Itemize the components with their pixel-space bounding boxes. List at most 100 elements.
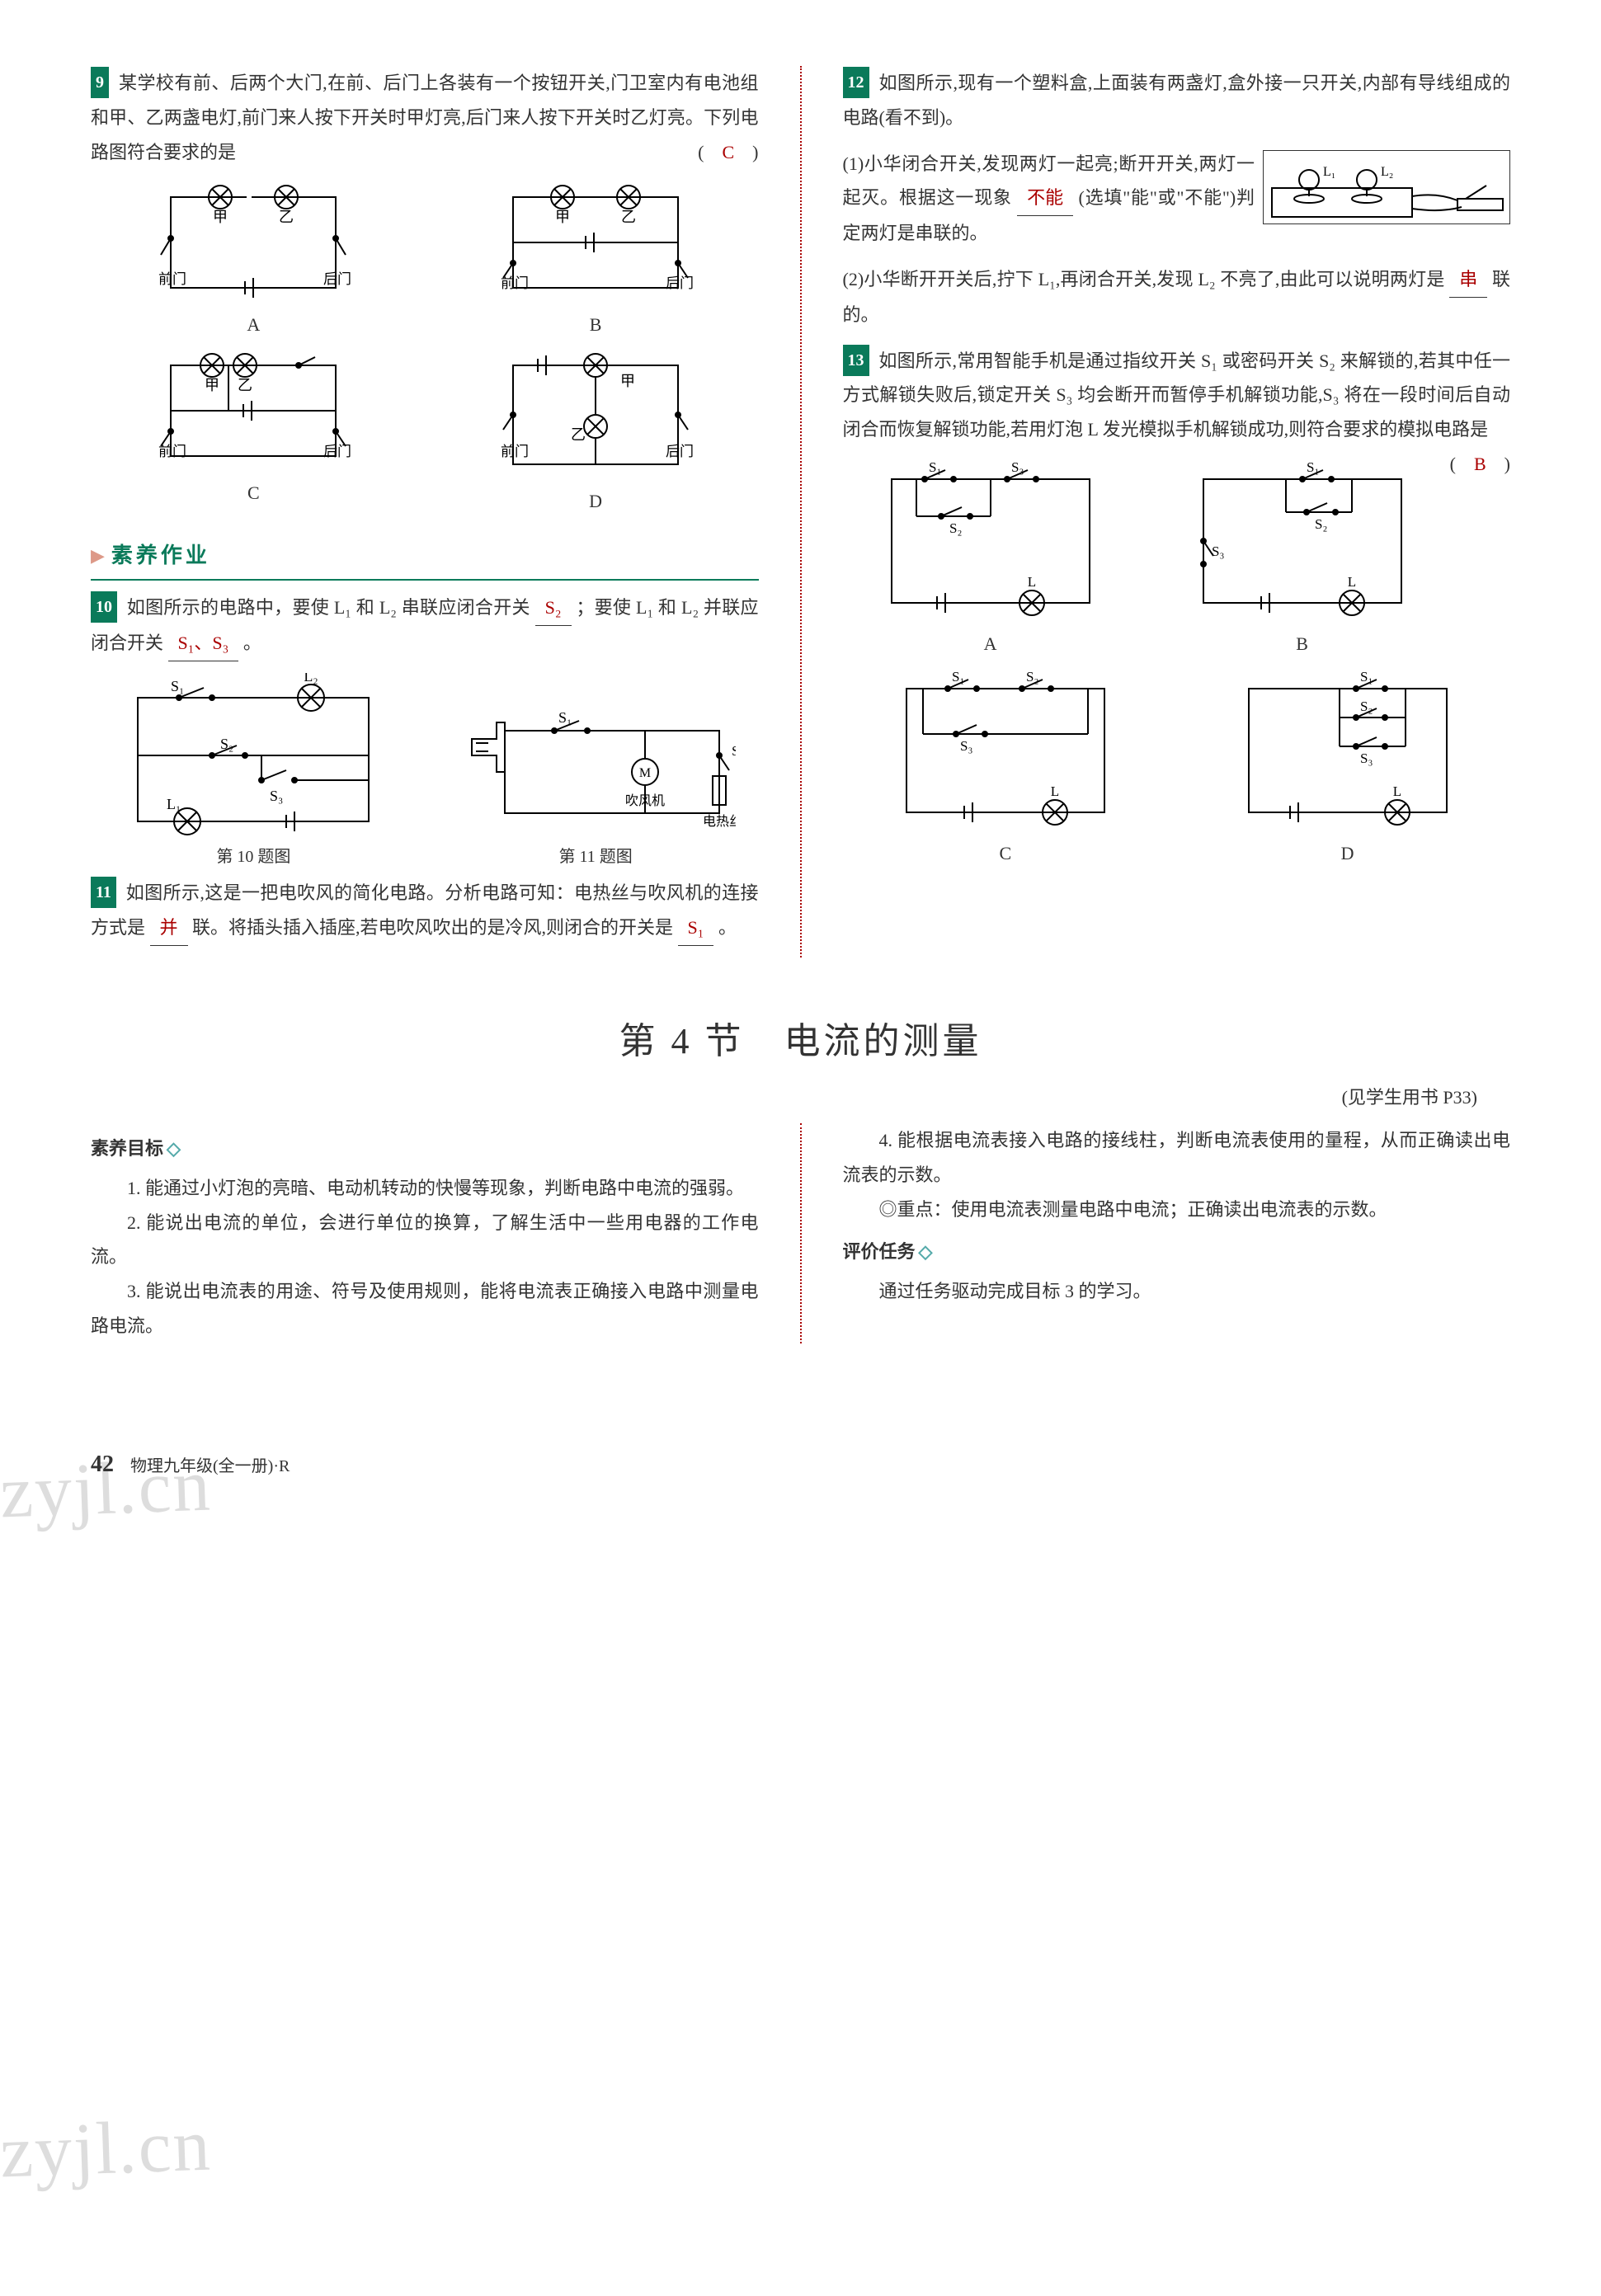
qnum-12: 12 bbox=[843, 67, 869, 98]
svg-text:甲: 甲 bbox=[213, 209, 228, 225]
right-column: 12 如图所示,现有一个塑料盒,上面装有两盏灯,盒外接一只开关,内部有导线组成的… bbox=[843, 66, 1511, 957]
title-main: 第 4 节 电流的测量 bbox=[91, 1007, 1510, 1076]
svg-text:电热丝: 电热丝 bbox=[703, 814, 736, 829]
diamond-icon: ◇ bbox=[167, 1138, 181, 1159]
svg-text:甲: 甲 bbox=[555, 209, 570, 225]
lower-right: 4. 能根据电流表接入电路的接线柱，判断电流表使用的量程，从而正确读出电流表的示… bbox=[843, 1123, 1511, 1343]
svg-text:吹风机: 吹风机 bbox=[625, 793, 665, 808]
question-13: 13 如图所示,常用智能手机是通过指纹开关 S₁ 或密码开关 S₂ 来解锁的,若… bbox=[843, 344, 1511, 447]
q13-row1: S₁ S₃ S₂ L A bbox=[843, 459, 1450, 661]
svg-text:甲: 甲 bbox=[620, 373, 635, 389]
goal-4: 4. 能根据电流表接入电路的接线柱，判断电流表使用的量程，从而正确读出电流表的示… bbox=[843, 1123, 1511, 1193]
footer-text: 物理九年级(全一册)·R bbox=[130, 1451, 290, 1482]
svg-text:前门: 前门 bbox=[501, 444, 529, 459]
arrow-icon: ▶ bbox=[91, 539, 105, 573]
svg-text:S₃: S₃ bbox=[1212, 543, 1224, 559]
svg-text:S₂: S₂ bbox=[732, 743, 736, 759]
svg-text:L₁: L₁ bbox=[1323, 165, 1335, 179]
q9-opt-b: 甲 乙 前门 后门 B bbox=[433, 181, 759, 342]
svg-text:S₃: S₃ bbox=[1360, 750, 1373, 766]
svg-text:L₂: L₂ bbox=[304, 673, 318, 685]
svg-text:S₁: S₁ bbox=[1307, 459, 1319, 475]
q10-circuit: S₁ L₂ S₂ S₃ L₁ bbox=[121, 673, 385, 838]
svg-text:L₁: L₁ bbox=[167, 796, 181, 812]
question-11: 11 如图所示,这是一把电吹风的简化电路。分析电路可知：电热丝与吹风机的连接方式… bbox=[91, 876, 759, 946]
q13-circuit-d: S₁ S₂ S₃ L bbox=[1224, 668, 1472, 833]
q9-opt-a: 甲 乙 前门 后门 A bbox=[91, 181, 417, 342]
svg-text:S₁: S₁ bbox=[952, 669, 964, 685]
q13-opt-a: S₁ S₃ S₂ L A bbox=[843, 459, 1138, 661]
eval-head: 评价任务◇ bbox=[843, 1235, 1511, 1269]
q13-answer-paren: ( B ) bbox=[1450, 447, 1510, 482]
q11-circuit: S₁ M 吹风机 S₂ 电热丝 bbox=[455, 673, 736, 838]
question-12-intro: 12 如图所示,现有一个塑料盒,上面装有两盏灯,盒外接一只开关,内部有导线组成的… bbox=[843, 66, 1511, 135]
lower-divider bbox=[800, 1123, 802, 1343]
left-column: 9 某学校有前、后两个大门,在前、后门上各装有一个按钮开关,门卫室内有电池组和甲… bbox=[91, 66, 759, 957]
upper-columns: 9 某学校有前、后两个大门,在前、后门上各装有一个按钮开关,门卫室内有电池组和甲… bbox=[91, 66, 1510, 957]
q9-circuit-c: 甲 乙 前门 后门 bbox=[146, 349, 360, 473]
q9-row2: 甲 乙 前门 后门 C bbox=[91, 349, 759, 519]
question-10: 10 如图所示的电路中，要使 L₁ 和 L₂ 串联应闭合开关 S₂ ；要使 L₁… bbox=[91, 590, 759, 661]
svg-text:S₂: S₂ bbox=[1315, 516, 1327, 532]
svg-text:S₂: S₂ bbox=[220, 736, 233, 752]
svg-text:S₁: S₁ bbox=[171, 678, 184, 694]
q9-circuit-d: 甲 乙 前门 后门 bbox=[488, 349, 703, 481]
q13-circuit-b: S₁ S₂ S₃ L bbox=[1179, 459, 1426, 623]
svg-text:S₃: S₃ bbox=[270, 788, 283, 804]
q9-answer-paren: ( C ) bbox=[698, 135, 758, 170]
q12-ans2: 串 bbox=[1449, 262, 1487, 298]
q9-row1: 甲 乙 前门 后门 A bbox=[91, 181, 759, 342]
svg-text:前门: 前门 bbox=[158, 444, 186, 459]
q10-ans-b: S₁、S₃ bbox=[168, 626, 239, 661]
svg-text:后门: 后门 bbox=[666, 275, 694, 291]
goal-2: 2. 能说出电流的单位，会进行单位的换算，了解生活中一些用电器的工作电流。 bbox=[91, 1206, 759, 1275]
lower-left: 素养目标◇ 1. 能通过小灯泡的亮暗、电动机转动的快慢等现象，判断电路中电流的强… bbox=[91, 1123, 759, 1343]
q10-ans-a: S₂ bbox=[535, 590, 572, 626]
q12-ans1: 不能 bbox=[1017, 181, 1073, 216]
page-number: 42 bbox=[91, 1442, 114, 1486]
q10-figure: S₁ L₂ S₂ S₃ L₁ 第 10 题图 bbox=[91, 673, 417, 873]
q11-ans-a: 并 bbox=[150, 910, 188, 946]
section-literacy: ▶ 素养作业 bbox=[91, 535, 759, 581]
watermark-2: zyjl.cn bbox=[0, 2075, 214, 2223]
goal-key: ◎重点：使用电流表测量电路中电流；正确读出电流表的示数。 bbox=[843, 1193, 1511, 1227]
svg-text:后门: 后门 bbox=[666, 444, 694, 459]
q13-row2: S₁ S₂ S₃ L C bbox=[843, 668, 1511, 871]
q10-11-figures: S₁ L₂ S₂ S₃ L₁ 第 10 题图 bbox=[91, 673, 759, 873]
svg-text:S₂: S₂ bbox=[1360, 699, 1373, 714]
qnum-11: 11 bbox=[91, 877, 116, 908]
q11-ans-b: S₁ bbox=[678, 910, 714, 946]
section-title: 第 4 节 电流的测量 (见学生用书 P33) bbox=[91, 1007, 1510, 1115]
svg-text:L: L bbox=[1027, 574, 1035, 590]
diamond-icon-2: ◇ bbox=[919, 1241, 933, 1262]
svg-text:后门: 后门 bbox=[323, 271, 351, 287]
q13-opt-d: S₁ S₂ S₃ L D bbox=[1184, 668, 1510, 871]
svg-text:S₃: S₃ bbox=[960, 738, 972, 754]
q12-figure: L₁ L₂ bbox=[1263, 150, 1510, 224]
qnum-13: 13 bbox=[843, 345, 869, 376]
column-divider bbox=[800, 66, 802, 957]
q13-circuit-c: S₁ S₂ S₃ L bbox=[882, 668, 1129, 833]
svg-text:L₂: L₂ bbox=[1381, 165, 1393, 179]
svg-text:后门: 后门 bbox=[323, 444, 351, 459]
q13-opt-c: S₁ S₂ S₃ L C bbox=[843, 668, 1169, 871]
svg-text:乙: 乙 bbox=[238, 377, 252, 393]
page-footer: 42 物理九年级(全一册)·R bbox=[91, 1442, 1510, 1486]
svg-text:前门: 前门 bbox=[501, 275, 529, 291]
svg-text:S₂: S₂ bbox=[949, 520, 962, 536]
q9-opt-c: 甲 乙 前门 后门 C bbox=[91, 349, 417, 519]
qnum-9: 9 bbox=[91, 67, 109, 98]
eval-task: 通过任务驱动完成目标 3 的学习。 bbox=[843, 1274, 1511, 1309]
svg-text:L: L bbox=[1347, 574, 1355, 590]
svg-text:L: L bbox=[1051, 783, 1059, 799]
svg-text:S₁: S₁ bbox=[558, 709, 572, 726]
svg-text:S₁: S₁ bbox=[1360, 669, 1373, 685]
svg-text:M: M bbox=[639, 766, 651, 780]
q9-opt-d: 甲 乙 前门 后门 D bbox=[433, 349, 759, 519]
question-9: 9 某学校有前、后两个大门,在前、后门上各装有一个按钮开关,门卫室内有电池组和甲… bbox=[91, 66, 759, 169]
q13-circuit-a: S₁ S₃ S₂ L bbox=[867, 459, 1114, 623]
goals-head: 素养目标◇ bbox=[91, 1132, 759, 1166]
qnum-10: 10 bbox=[91, 591, 117, 623]
svg-text:S₂: S₂ bbox=[1026, 669, 1038, 685]
goal-3: 3. 能说出电流表的用途、符号及使用规则，能将电流表正确接入电路中测量电路电流。 bbox=[91, 1274, 759, 1343]
